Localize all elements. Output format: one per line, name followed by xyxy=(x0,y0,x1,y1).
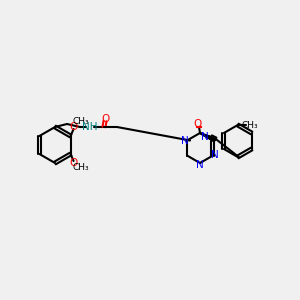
Text: CH₃: CH₃ xyxy=(72,164,89,172)
Text: N: N xyxy=(196,160,204,170)
Text: N: N xyxy=(211,151,219,160)
Text: O: O xyxy=(101,114,109,124)
Text: O: O xyxy=(70,122,78,132)
Text: N: N xyxy=(181,136,189,146)
Text: O: O xyxy=(194,119,202,129)
Text: N: N xyxy=(201,131,208,142)
Text: CH₃: CH₃ xyxy=(72,118,89,127)
Text: NH: NH xyxy=(82,122,98,132)
Text: O: O xyxy=(70,158,78,168)
Text: CH₃: CH₃ xyxy=(242,121,258,130)
